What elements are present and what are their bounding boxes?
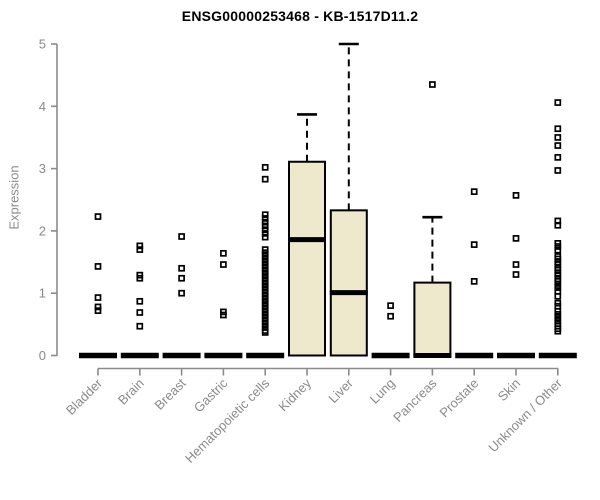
x-tick-label-skin: Skin: [495, 376, 523, 404]
box-liver: [329, 209, 368, 357]
outlier-point-brain: [136, 297, 144, 305]
outlier-point-unknown-other: [554, 243, 562, 250]
outlier-point-brain: [136, 274, 144, 282]
outlier-point-gastric: [220, 249, 227, 257]
outlier-point-unknown-other: [554, 142, 562, 149]
outlier-point-brain: [136, 242, 144, 250]
y-tick-label: 0: [39, 348, 46, 363]
outlier-point-skin: [512, 261, 520, 268]
outlier-point-hematopoietic-cells: [261, 233, 269, 241]
outlier-point-prostate: [470, 188, 478, 196]
x-tick-label-gastric: Gastric: [191, 375, 231, 415]
chart-title: ENSG00000253468 - KB-1517D11.2: [181, 8, 419, 24]
outlier-point-unknown-other: [554, 99, 562, 106]
outlier-point-skin: [512, 235, 520, 242]
outlier-point-unknown-other: [554, 327, 562, 335]
outlier-point-skin: [512, 192, 520, 199]
y-tick-label: 5: [39, 37, 46, 52]
outlier-point-bladder: [94, 307, 102, 314]
outlier-point-unknown-other: [554, 246, 562, 254]
outlier-point-unknown-other: [554, 167, 562, 174]
outlier-point-unknown-other: [554, 284, 562, 291]
outlier-point-hematopoietic-cells: [261, 164, 269, 171]
outlier-point-bladder: [94, 303, 102, 311]
outlier-point-breast: [178, 274, 185, 282]
outlier-point-bladder: [94, 213, 102, 220]
outlier-point-unknown-other: [554, 221, 562, 229]
outlier-point-brain: [136, 309, 144, 316]
x-tick-label-pancreas: Pancreas: [390, 375, 440, 425]
y-tick-label: 1: [39, 286, 46, 301]
outlier-point-hematopoietic-cells: [261, 226, 269, 234]
x-tick-label-brain: Brain: [115, 376, 147, 408]
outlier-point-prostate: [470, 241, 478, 248]
y-tick-label: 3: [39, 161, 46, 176]
outlier-point-gastric: [220, 311, 227, 319]
outlier-point-breast: [178, 264, 185, 272]
x-tick-label-kidney: Kidney: [275, 375, 314, 414]
x-tick-label-prostate: Prostate: [436, 376, 481, 421]
outlier-point-breast: [178, 289, 185, 297]
x-tick-label-breast: Breast: [152, 375, 189, 412]
outlier-point-hematopoietic-cells: [261, 222, 269, 230]
outlier-point-hematopoietic-cells: [261, 175, 269, 183]
x-tick-label-lung: Lung: [367, 376, 398, 407]
y-tick-label: 2: [39, 223, 46, 238]
outlier-point-skin: [512, 271, 520, 278]
outlier-point-unknown-other: [554, 134, 562, 141]
outlier-point-bladder: [94, 294, 102, 301]
outlier-point-hematopoietic-cells: [261, 230, 269, 237]
outlier-point-pancreas: [429, 81, 436, 88]
outlier-point-gastric: [220, 261, 227, 268]
outlier-point-unknown-other: [554, 292, 562, 300]
outlier-point-bladder: [94, 263, 102, 270]
x-tick-label-unknown-other: Unknown / Other: [485, 375, 565, 455]
box-kidney: [288, 160, 326, 357]
outlier-point-hematopoietic-cells: [261, 329, 269, 336]
x-tick-label-liver: Liver: [325, 375, 356, 406]
outlier-point-unknown-other: [554, 154, 562, 161]
box-pancreas: [413, 281, 452, 357]
outlier-point-hematopoietic-cells: [261, 211, 269, 219]
outlier-point-brain: [136, 246, 144, 253]
x-tick-label-bladder: Bladder: [63, 375, 106, 418]
y-tick-label: 4: [39, 99, 46, 114]
outlier-point-breast: [178, 233, 185, 240]
outlier-point-hematopoietic-cells: [261, 218, 269, 226]
outlier-point-lung: [387, 302, 394, 310]
outlier-point-lung: [387, 312, 394, 320]
outlier-point-unknown-other: [554, 125, 562, 133]
outlier-point-prostate: [470, 278, 478, 285]
outlier-point-hematopoietic-cells: [261, 215, 269, 222]
outlier-point-brain: [136, 322, 144, 330]
